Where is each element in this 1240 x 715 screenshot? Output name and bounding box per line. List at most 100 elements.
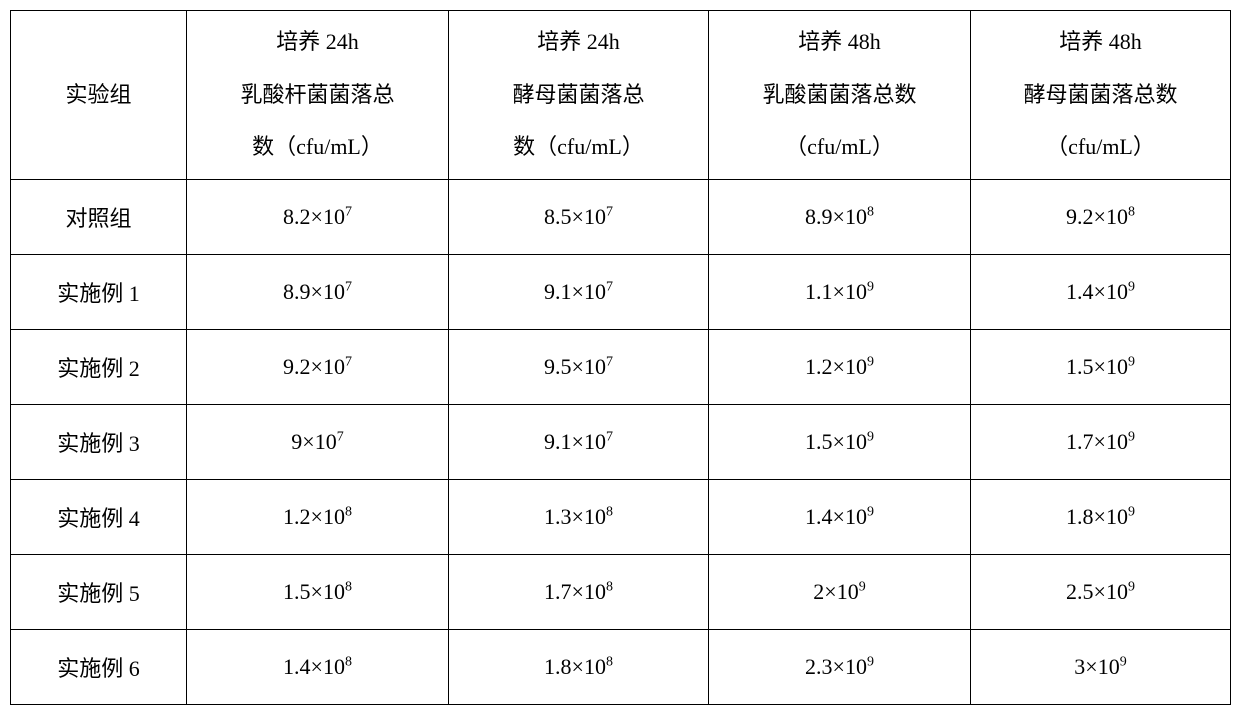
- header-line: 培养 24h: [537, 29, 620, 54]
- table-cell: 9.1×107: [449, 255, 709, 330]
- table-cell: 9.5×107: [449, 330, 709, 405]
- mantissa: 1.1: [805, 279, 833, 304]
- table-cell: 8.2×107: [187, 180, 449, 255]
- times-symbol: ×10: [833, 204, 867, 229]
- exponent: 7: [345, 205, 352, 220]
- times-symbol: ×10: [833, 354, 867, 379]
- table-cell: 实施例 4: [11, 480, 187, 555]
- times-symbol: ×10: [311, 654, 345, 679]
- table-cell: 9.2×107: [187, 330, 449, 405]
- times-symbol: ×10: [572, 429, 606, 454]
- times-symbol: ×10: [302, 429, 336, 454]
- exponent: 9: [867, 505, 874, 520]
- mantissa: 1.5: [805, 429, 833, 454]
- mantissa: 8.9: [283, 279, 311, 304]
- times-symbol: ×10: [572, 579, 606, 604]
- table-cell: 1.4×108: [187, 630, 449, 705]
- mantissa: 1.2: [805, 354, 833, 379]
- times-symbol: ×10: [311, 504, 345, 529]
- exponent: 9: [859, 580, 866, 595]
- mantissa: 9.2: [1066, 204, 1094, 229]
- table-row: 对照组8.2×1078.5×1078.9×1089.2×108: [11, 180, 1231, 255]
- mantissa: 1.8: [544, 654, 572, 679]
- mantissa: 2: [813, 579, 824, 604]
- exponent: 7: [337, 430, 344, 445]
- times-symbol: ×10: [1094, 579, 1128, 604]
- mantissa: 1.5: [1066, 354, 1094, 379]
- exponent: 8: [606, 505, 613, 520]
- times-symbol: ×10: [1094, 204, 1128, 229]
- times-symbol: ×10: [1094, 354, 1128, 379]
- header-line: 酵母菌菌落总: [512, 82, 644, 107]
- exponent: 9: [1128, 355, 1135, 370]
- table-cell: 1.4×109: [971, 255, 1231, 330]
- table-cell: 1.7×109: [971, 405, 1231, 480]
- table-cell: 实施例 2: [11, 330, 187, 405]
- exponent: 8: [345, 505, 352, 520]
- table-cell: 实施例 3: [11, 405, 187, 480]
- table-cell: 2×109: [709, 555, 971, 630]
- group-label: 实施例 6: [57, 656, 140, 681]
- times-symbol: ×10: [572, 504, 606, 529]
- exponent: 7: [345, 280, 352, 295]
- table-header-row: 实验组 培养 24h 乳酸杆菌菌落总 数（cfu/mL） 培养 24h 酵母菌菌…: [11, 11, 1231, 180]
- col-header-lb24: 培养 24h 乳酸杆菌菌落总 数（cfu/mL）: [187, 11, 449, 180]
- table-body: 对照组8.2×1078.5×1078.9×1089.2×108实施例 18.9×…: [11, 180, 1231, 705]
- mantissa: 3: [1074, 654, 1085, 679]
- times-symbol: ×10: [1094, 429, 1128, 454]
- times-symbol: ×10: [311, 279, 345, 304]
- exponent: 9: [1128, 580, 1135, 595]
- col-header-ye24: 培养 24h 酵母菌菌落总 数（cfu/mL）: [449, 11, 709, 180]
- exponent: 9: [867, 655, 874, 670]
- mantissa: 1.7: [1066, 429, 1094, 454]
- mantissa: 1.4: [805, 504, 833, 529]
- table-cell: 1.5×109: [971, 330, 1231, 405]
- table-cell: 9.2×108: [971, 180, 1231, 255]
- table-cell: 2.3×109: [709, 630, 971, 705]
- mantissa: 9.1: [544, 429, 572, 454]
- exponent: 9: [1128, 505, 1135, 520]
- mantissa: 9: [291, 429, 302, 454]
- table-cell: 9×107: [187, 405, 449, 480]
- times-symbol: ×10: [833, 429, 867, 454]
- exponent: 8: [1128, 205, 1135, 220]
- mantissa: 1.2: [283, 504, 311, 529]
- mantissa: 1.7: [544, 579, 572, 604]
- exponent: 7: [606, 205, 613, 220]
- exponent: 8: [867, 205, 874, 220]
- mantissa: 9.5: [544, 354, 572, 379]
- exponent: 8: [606, 580, 613, 595]
- times-symbol: ×10: [311, 204, 345, 229]
- header-line: 乳酸菌菌落总数: [762, 82, 916, 107]
- mantissa: 1.3: [544, 504, 572, 529]
- table-cell: 1.8×108: [449, 630, 709, 705]
- mantissa: 9.2: [283, 354, 311, 379]
- data-table: 实验组 培养 24h 乳酸杆菌菌落总 数（cfu/mL） 培养 24h 酵母菌菌…: [10, 10, 1231, 705]
- mantissa: 8.9: [805, 204, 833, 229]
- table-cell: 8.5×107: [449, 180, 709, 255]
- table-cell: 1.5×109: [709, 405, 971, 480]
- table-row: 实施例 39×1079.1×1071.5×1091.7×109: [11, 405, 1231, 480]
- times-symbol: ×10: [1094, 279, 1128, 304]
- times-symbol: ×10: [1094, 504, 1128, 529]
- exponent: 8: [345, 655, 352, 670]
- times-symbol: ×10: [311, 579, 345, 604]
- times-symbol: ×10: [311, 354, 345, 379]
- exponent: 9: [1120, 655, 1127, 670]
- header-line: 培养 48h: [798, 29, 881, 54]
- exponent: 7: [345, 355, 352, 370]
- table-row: 实施例 29.2×1079.5×1071.2×1091.5×109: [11, 330, 1231, 405]
- exponent: 7: [606, 280, 613, 295]
- group-label: 实施例 5: [57, 581, 140, 606]
- times-symbol: ×10: [824, 579, 858, 604]
- table-cell: 1.5×108: [187, 555, 449, 630]
- col-header-lb48: 培养 48h 乳酸菌菌落总数 （cfu/mL）: [709, 11, 971, 180]
- mantissa: 9.1: [544, 279, 572, 304]
- table-cell: 对照组: [11, 180, 187, 255]
- exponent: 7: [606, 355, 613, 370]
- exponent: 8: [345, 580, 352, 595]
- table-cell: 3×109: [971, 630, 1231, 705]
- table-cell: 8.9×108: [709, 180, 971, 255]
- table-cell: 实施例 1: [11, 255, 187, 330]
- times-symbol: ×10: [572, 279, 606, 304]
